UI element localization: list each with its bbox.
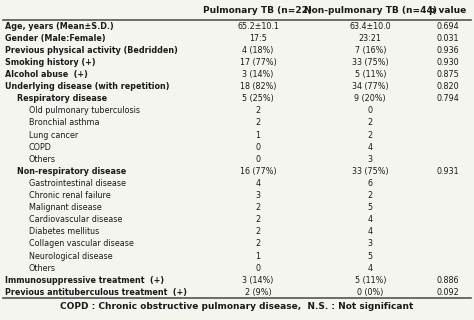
Text: 3 (14%): 3 (14%) xyxy=(242,70,273,79)
Text: 2: 2 xyxy=(368,131,373,140)
Text: 4: 4 xyxy=(368,227,373,236)
Text: 63.4±10.0: 63.4±10.0 xyxy=(349,22,391,31)
Text: Diabetes mellitus: Diabetes mellitus xyxy=(28,227,99,236)
Text: 0.875: 0.875 xyxy=(436,70,459,79)
Text: Respiratory disease: Respiratory disease xyxy=(17,94,107,103)
Text: 5: 5 xyxy=(368,203,373,212)
Text: 33 (75%): 33 (75%) xyxy=(352,167,389,176)
Text: 0.092: 0.092 xyxy=(436,288,459,297)
Text: 0.930: 0.930 xyxy=(436,58,459,67)
Text: 0 (0%): 0 (0%) xyxy=(357,288,383,297)
Text: Others: Others xyxy=(28,264,55,273)
Text: 2 (9%): 2 (9%) xyxy=(245,288,271,297)
Text: 0.031: 0.031 xyxy=(436,34,459,43)
Text: 0: 0 xyxy=(368,106,373,115)
Text: Age, years (Mean±S.D.): Age, years (Mean±S.D.) xyxy=(5,22,114,31)
Text: Lung cancer: Lung cancer xyxy=(28,131,78,140)
Text: 3 (14%): 3 (14%) xyxy=(242,276,273,285)
Text: COPD : Chronic obstructive pulmonary disease,  N.S. : Not significant: COPD : Chronic obstructive pulmonary dis… xyxy=(60,302,413,311)
Text: 3: 3 xyxy=(368,155,373,164)
Text: 0.820: 0.820 xyxy=(436,82,459,91)
Text: 2: 2 xyxy=(368,191,373,200)
Text: Gender (Male:Female): Gender (Male:Female) xyxy=(5,34,106,43)
Text: 4: 4 xyxy=(368,264,373,273)
Text: 4: 4 xyxy=(368,143,373,152)
Text: 5 (11%): 5 (11%) xyxy=(355,276,386,285)
Text: 17:5: 17:5 xyxy=(249,34,267,43)
Text: 9 (20%): 9 (20%) xyxy=(355,94,386,103)
Text: Underlying disease (with repetition): Underlying disease (with repetition) xyxy=(5,82,170,91)
Text: 0: 0 xyxy=(255,143,260,152)
Text: 18 (82%): 18 (82%) xyxy=(240,82,276,91)
Text: 4: 4 xyxy=(255,179,260,188)
Text: 2: 2 xyxy=(255,118,261,127)
Text: 23:21: 23:21 xyxy=(359,34,382,43)
Text: Neurological disease: Neurological disease xyxy=(28,252,112,260)
Text: 5 (11%): 5 (11%) xyxy=(355,70,386,79)
Text: 0.936: 0.936 xyxy=(436,46,459,55)
Text: Smoking history (+): Smoking history (+) xyxy=(5,58,96,67)
Text: 3: 3 xyxy=(255,191,260,200)
Text: 34 (77%): 34 (77%) xyxy=(352,82,389,91)
Text: Others: Others xyxy=(28,155,55,164)
Text: Pulmonary TB (n=22): Pulmonary TB (n=22) xyxy=(203,6,312,15)
Text: 4: 4 xyxy=(368,215,373,224)
Text: COPD: COPD xyxy=(28,143,51,152)
Text: 1: 1 xyxy=(255,131,260,140)
Text: Gastrointestinal disease: Gastrointestinal disease xyxy=(28,179,126,188)
Text: Non-respiratory disease: Non-respiratory disease xyxy=(17,167,126,176)
Text: 2: 2 xyxy=(255,203,261,212)
Text: 0.794: 0.794 xyxy=(436,94,459,103)
Text: 2: 2 xyxy=(255,227,261,236)
Text: Collagen vascular disease: Collagen vascular disease xyxy=(28,239,133,248)
Text: Previous physical activity (Bedridden): Previous physical activity (Bedridden) xyxy=(5,46,178,55)
Text: Malignant disease: Malignant disease xyxy=(28,203,101,212)
Text: 2: 2 xyxy=(368,118,373,127)
Text: 17 (77%): 17 (77%) xyxy=(239,58,276,67)
Text: 0.886: 0.886 xyxy=(436,276,459,285)
Text: 0: 0 xyxy=(255,155,260,164)
Text: p value: p value xyxy=(429,6,466,15)
Text: 2: 2 xyxy=(255,106,261,115)
Text: Alcohol abuse  (+): Alcohol abuse (+) xyxy=(5,70,88,79)
Text: 33 (75%): 33 (75%) xyxy=(352,58,389,67)
Text: 0.694: 0.694 xyxy=(436,22,459,31)
Text: Non-pulmonary TB (n=44): Non-pulmonary TB (n=44) xyxy=(304,6,437,15)
Text: Chronic renal failure: Chronic renal failure xyxy=(28,191,110,200)
Text: 7 (16%): 7 (16%) xyxy=(355,46,386,55)
Text: 1: 1 xyxy=(255,252,260,260)
Text: 6: 6 xyxy=(368,179,373,188)
Text: Old pulmonary tuberculosis: Old pulmonary tuberculosis xyxy=(28,106,139,115)
Text: 65.2±10.1: 65.2±10.1 xyxy=(237,22,279,31)
Text: Cardiovascular disease: Cardiovascular disease xyxy=(28,215,122,224)
Text: 16 (77%): 16 (77%) xyxy=(240,167,276,176)
Text: Bronchial asthma: Bronchial asthma xyxy=(28,118,99,127)
Text: 4 (18%): 4 (18%) xyxy=(242,46,273,55)
Text: 0: 0 xyxy=(255,264,260,273)
Text: 2: 2 xyxy=(255,215,261,224)
Text: 5: 5 xyxy=(368,252,373,260)
Text: 5 (25%): 5 (25%) xyxy=(242,94,274,103)
Text: 2: 2 xyxy=(255,239,261,248)
Text: Previous antituberculous treatment  (+): Previous antituberculous treatment (+) xyxy=(5,288,187,297)
Text: Immunosuppressive treatment  (+): Immunosuppressive treatment (+) xyxy=(5,276,164,285)
Text: 0.931: 0.931 xyxy=(436,167,459,176)
Text: 3: 3 xyxy=(368,239,373,248)
